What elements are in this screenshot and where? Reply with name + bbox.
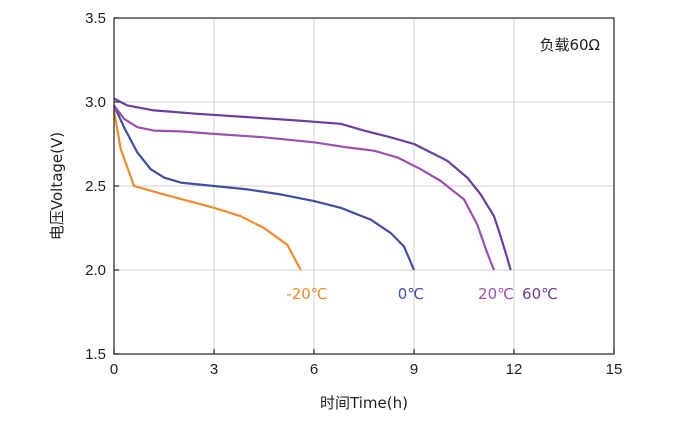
series-line [113,97,512,271]
x-tick-label: 12 [506,361,523,378]
series-labels: -20℃ 0℃ 20℃ 60℃ [286,285,558,303]
series-label: -20℃ [286,285,327,303]
y-tick-label: 1.5 [85,346,106,363]
series-line [112,110,302,271]
series-label: 0℃ [398,285,424,303]
series-line [113,104,496,271]
x-tick-label: 6 [310,361,318,378]
grid [114,18,614,354]
y-axis-title: 电压Voltage(V) [48,132,66,240]
axis-ticks: 0 3 6 9 12 15 1.5 2.0 2.5 3.0 3.5 [85,10,622,378]
y-tick-label: 2.5 [85,178,106,195]
y-tick-label: 2.0 [85,262,106,279]
series-label: 20℃ [478,285,514,303]
x-tick-label: 15 [606,361,623,378]
y-tick-label: 3.5 [85,10,106,27]
series-label: 60℃ [522,285,558,303]
x-tick-label: 9 [410,361,418,378]
series-line [113,104,416,271]
x-axis-title: 时间Time(h) [320,394,408,412]
x-tick-label: 0 [110,361,118,378]
x-tick-label: 3 [210,361,218,378]
load-annotation: 负载60Ω [539,36,600,54]
series-lines [112,97,512,271]
y-tick-label: 3.0 [85,94,106,111]
